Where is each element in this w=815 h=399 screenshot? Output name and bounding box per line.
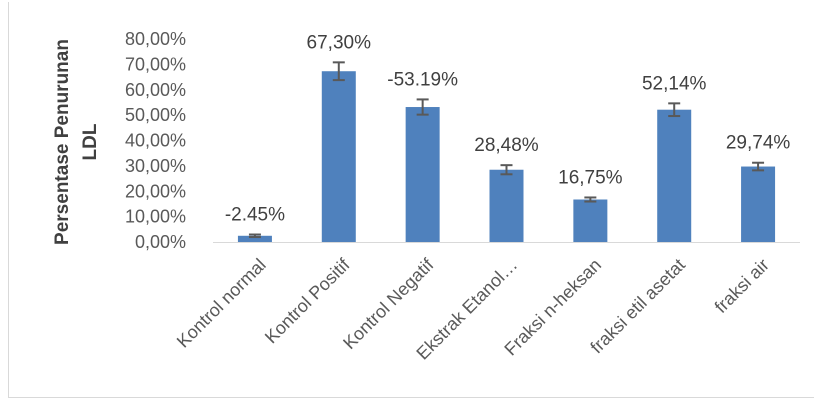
y-tick-label: 40,00%: [125, 131, 186, 151]
bar: [657, 109, 692, 242]
y-axis-title-line-1: Persentase Penurunan: [52, 39, 73, 245]
y-tick-label: 50,00%: [125, 105, 186, 125]
y-axis-title-line-2: LDL: [80, 123, 101, 160]
data-label: 16,75%: [558, 167, 623, 188]
data-label: 28,48%: [474, 135, 539, 156]
y-tick-label: 70,00%: [125, 54, 186, 74]
chart-frame: [8, 2, 814, 398]
data-labels: -2.45% 67,30% -53.19% 28,48% 16,75% 52,14% 29,…: [225, 32, 791, 225]
bar: [321, 71, 356, 242]
y-axis-title: Persentase Penurunan LDL: [52, 39, 101, 245]
y-axis-ticks: 0,00% 10,00% 20,00% 30,00% 40,00% 50,00% 60,00…: [125, 29, 186, 252]
data-label: 52,14%: [642, 73, 707, 94]
data-label: -53.19%: [387, 69, 458, 90]
data-label: 29,74%: [726, 133, 791, 154]
bars: [237, 71, 776, 243]
x-tick-label: Kontrol normal: [173, 255, 270, 352]
y-tick-label: 0,00%: [135, 232, 186, 252]
error-bars: [248, 61, 765, 239]
bar: [741, 166, 776, 242]
y-tick-label: 20,00%: [125, 181, 186, 201]
y-tick-label: 60,00%: [125, 80, 186, 100]
y-tick-label: 80,00%: [125, 29, 186, 49]
bar: [237, 235, 272, 242]
bar: [573, 199, 608, 242]
y-tick-label: 10,00%: [125, 207, 186, 227]
data-label: -2.45%: [225, 205, 285, 226]
y-tick-label: 30,00%: [125, 156, 186, 176]
bar: [405, 107, 440, 243]
bar: [489, 169, 524, 242]
x-tick-label: Kontrol Positif: [261, 254, 354, 347]
data-label: 67,30%: [307, 32, 372, 53]
x-tick-label: fraksi air: [711, 255, 773, 317]
